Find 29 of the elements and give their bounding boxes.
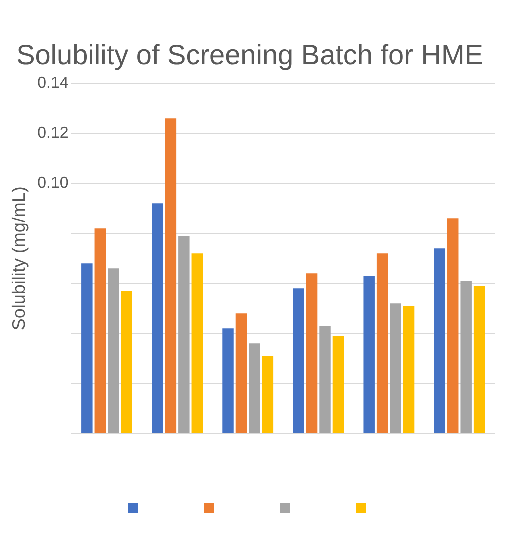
bar xyxy=(376,254,388,434)
y-tick-label: 0.10 xyxy=(38,175,69,192)
bar xyxy=(121,291,132,434)
bar xyxy=(474,286,486,434)
bar xyxy=(447,218,459,434)
y-tick-label: 0.12 xyxy=(38,125,69,142)
bar xyxy=(249,344,260,434)
bar xyxy=(108,268,120,434)
bar xyxy=(165,118,177,434)
bar xyxy=(434,248,446,434)
bar xyxy=(332,336,344,434)
bar xyxy=(262,356,274,434)
bar xyxy=(460,281,472,434)
bar xyxy=(306,274,318,434)
y-tick-label: 0.14 xyxy=(38,75,69,92)
bar xyxy=(222,328,234,434)
bar xyxy=(403,306,415,434)
bar xyxy=(82,264,93,434)
bar xyxy=(293,288,304,434)
chart-title: Solubility of Screening Batch for HME xyxy=(16,40,484,71)
bar xyxy=(94,228,106,434)
bar xyxy=(320,326,331,434)
bar xyxy=(390,304,402,434)
bar xyxy=(152,204,164,434)
bar xyxy=(192,254,204,434)
bar xyxy=(178,236,190,434)
y-axis-title: Solubility (mg/mL) xyxy=(8,186,29,331)
bar xyxy=(364,276,375,434)
bar xyxy=(236,314,248,434)
